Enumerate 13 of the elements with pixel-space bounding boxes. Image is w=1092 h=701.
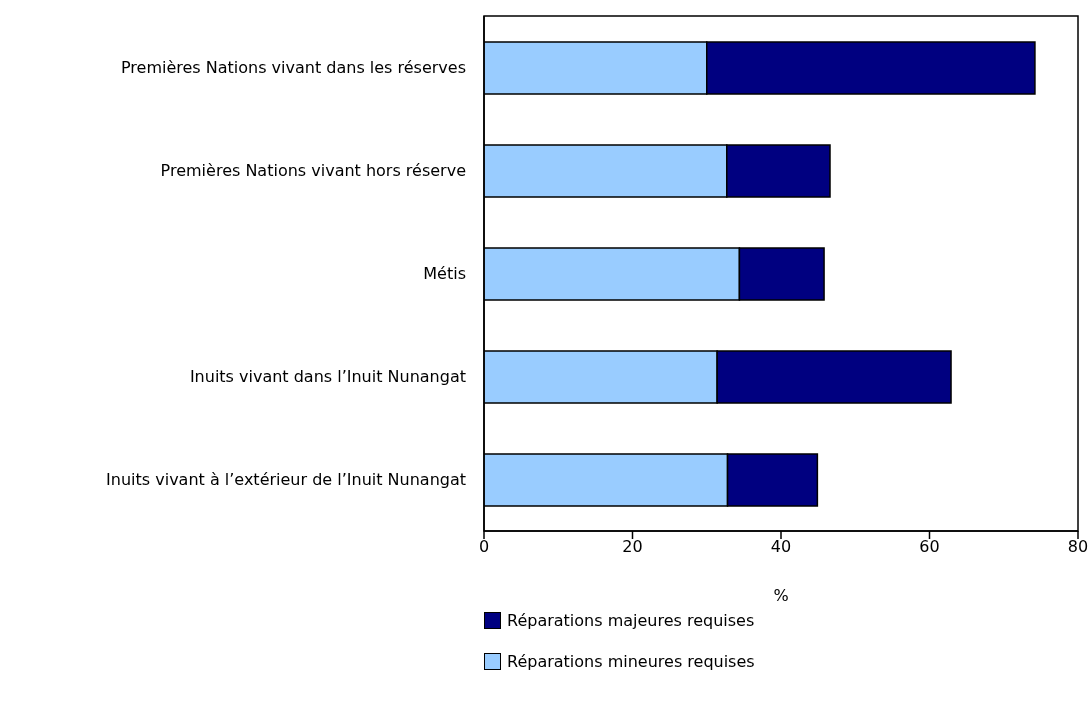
x-tick-label: 0	[478, 537, 490, 557]
x-tick-label: 60	[919, 537, 940, 557]
legend-label: Réparations mineures requises	[507, 652, 755, 671]
x-tick-label: 40	[770, 537, 792, 557]
y-tick-label: Métis	[423, 264, 466, 284]
x-axis-title: %	[773, 586, 789, 605]
y-tick-label: Premières Nations vivant dans les réserves	[120, 58, 466, 78]
y-tick-label: Inuits vivant à l’extérieur de l’Inuit Nunangat	[106, 470, 466, 490]
legend-label: Réparations majeures requises	[507, 611, 755, 630]
y-tick-label: Premières Nations vivant hors réserve	[160, 161, 466, 181]
x-tick-label: 80	[1067, 537, 1089, 557]
x-tick-label: 20	[622, 537, 643, 557]
y-tick-label: Inuits vivant dans l’Inuit Nunangat	[189, 367, 466, 387]
